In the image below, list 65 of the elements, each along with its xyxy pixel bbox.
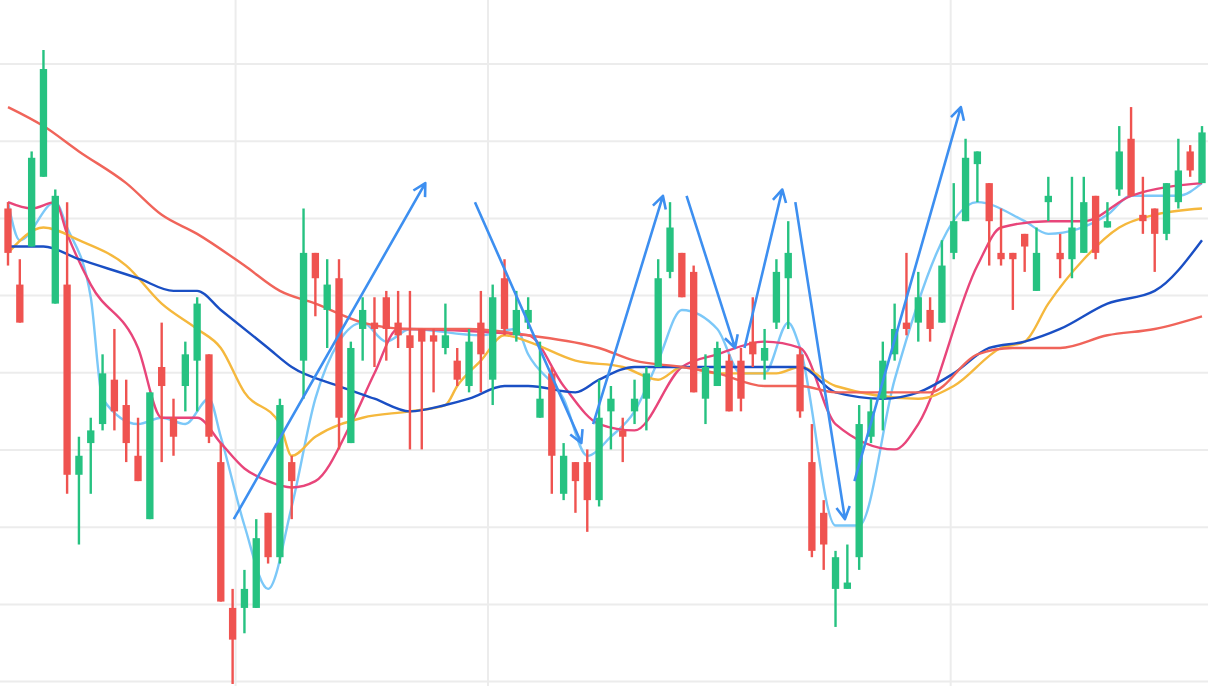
candlestick bbox=[559, 441, 568, 502]
candlestick bbox=[784, 219, 792, 331]
candlestick bbox=[713, 340, 721, 388]
candlestick bbox=[1174, 137, 1183, 210]
candlestick bbox=[571, 460, 580, 515]
candlestick bbox=[902, 251, 911, 337]
candlestick bbox=[465, 327, 473, 394]
candlestick bbox=[429, 327, 438, 394]
candlestick bbox=[122, 378, 130, 464]
candlestick bbox=[4, 200, 12, 267]
candlestick bbox=[607, 384, 615, 451]
candlestick bbox=[583, 448, 591, 534]
candlestick bbox=[950, 181, 958, 261]
candlestick bbox=[358, 296, 367, 362]
candlestick bbox=[985, 181, 993, 267]
candlestick bbox=[1115, 124, 1123, 198]
candlestick bbox=[181, 340, 189, 413]
candlestick bbox=[1068, 175, 1076, 280]
candlestick bbox=[701, 353, 710, 426]
candlestick bbox=[1139, 175, 1147, 236]
candlestick bbox=[666, 200, 674, 280]
candlestick bbox=[370, 296, 379, 369]
candlestick bbox=[418, 327, 426, 451]
candlestick bbox=[760, 327, 769, 381]
candlestick bbox=[16, 258, 24, 324]
candlestick bbox=[737, 346, 745, 413]
candlestick bbox=[134, 416, 142, 483]
candlestick bbox=[394, 289, 402, 350]
candlestick bbox=[169, 397, 178, 457]
candlestick bbox=[914, 270, 922, 343]
candlestick bbox=[619, 416, 627, 464]
candlestick bbox=[323, 258, 331, 350]
candlestick bbox=[87, 416, 95, 495]
candlestick bbox=[1103, 200, 1112, 229]
candlestick bbox=[1056, 232, 1064, 280]
candlestick bbox=[240, 568, 249, 635]
candlestick bbox=[1186, 143, 1194, 178]
candlestick bbox=[1044, 175, 1052, 223]
candlestick bbox=[311, 251, 320, 318]
candlestick bbox=[406, 289, 414, 451]
candlestick bbox=[158, 321, 166, 464]
candlestick bbox=[831, 549, 840, 629]
candlestick bbox=[288, 454, 296, 521]
candlestick bbox=[441, 302, 450, 356]
candlestick bbox=[749, 296, 757, 369]
candlestick bbox=[1021, 232, 1029, 274]
candlestick bbox=[536, 340, 544, 419]
candlestick bbox=[642, 365, 651, 432]
candlestick bbox=[477, 289, 485, 394]
candlestick bbox=[1009, 251, 1017, 312]
candlestick bbox=[630, 378, 639, 426]
candlestick bbox=[512, 289, 520, 343]
candlestick bbox=[820, 498, 828, 572]
candlestick bbox=[453, 346, 461, 388]
candlestick bbox=[1032, 226, 1041, 293]
candlestick bbox=[264, 511, 272, 565]
candlestick bbox=[1151, 207, 1159, 274]
candlestick bbox=[973, 150, 982, 204]
candlestick bbox=[997, 207, 1005, 267]
candlestick bbox=[843, 543, 852, 591]
candlestick bbox=[228, 587, 237, 686]
candlestick bbox=[75, 435, 83, 546]
candlestick bbox=[926, 296, 934, 343]
candlestick bbox=[110, 327, 119, 432]
candlestick bbox=[382, 289, 390, 362]
